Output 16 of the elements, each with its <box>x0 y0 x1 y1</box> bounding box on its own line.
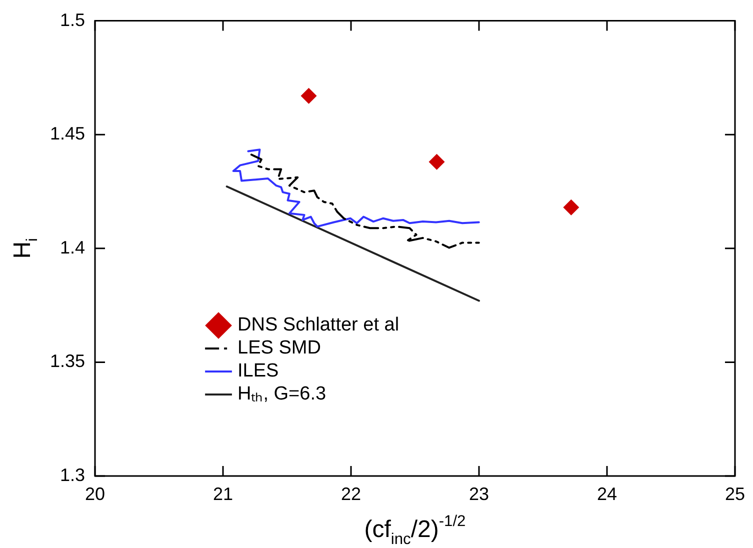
x-tick-label: 25 <box>724 484 746 504</box>
legend-label: ILES <box>238 360 279 382</box>
y-tick-label: 1.35 <box>50 351 85 372</box>
legend-label: DNS Schlatter et al <box>238 314 400 336</box>
y-tick-label: 1.5 <box>60 10 85 30</box>
x-tick-label: 23 <box>468 484 490 504</box>
legend-label: Hₜₕ, G=6.3 <box>238 384 326 405</box>
y-tick-label: 1.45 <box>50 124 85 144</box>
x-tick-label: 22 <box>340 484 362 504</box>
legend-label: LES SMD <box>238 338 321 359</box>
x-tick-label: 20 <box>84 484 106 504</box>
y-tick-label: 1.3 <box>60 464 85 485</box>
x-tick-label: 21 <box>212 484 234 504</box>
y-axis-title: Hi <box>9 238 42 259</box>
y-tick-label: 1.4 <box>60 237 85 258</box>
x-tick-label: 24 <box>596 484 618 504</box>
